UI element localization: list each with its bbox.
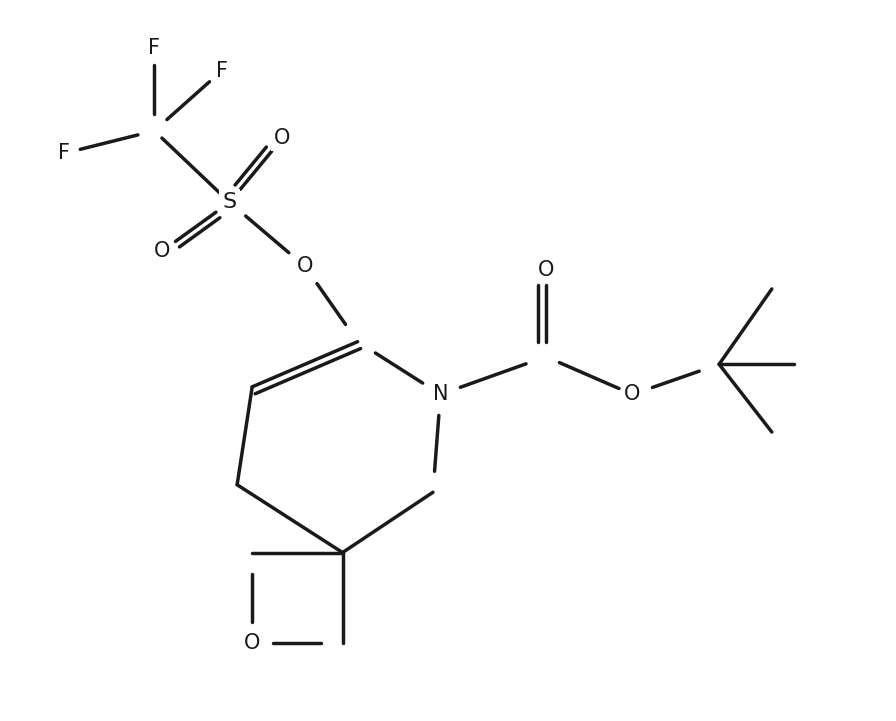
Text: O: O [153, 242, 170, 261]
Text: O: O [244, 633, 261, 653]
Text: O: O [538, 260, 554, 280]
Text: F: F [149, 38, 160, 58]
Text: F: F [216, 61, 228, 81]
Text: O: O [274, 128, 290, 149]
Text: N: N [433, 384, 448, 404]
Text: O: O [625, 384, 641, 404]
Text: O: O [297, 257, 313, 276]
Text: S: S [222, 193, 237, 213]
Text: F: F [58, 143, 70, 164]
